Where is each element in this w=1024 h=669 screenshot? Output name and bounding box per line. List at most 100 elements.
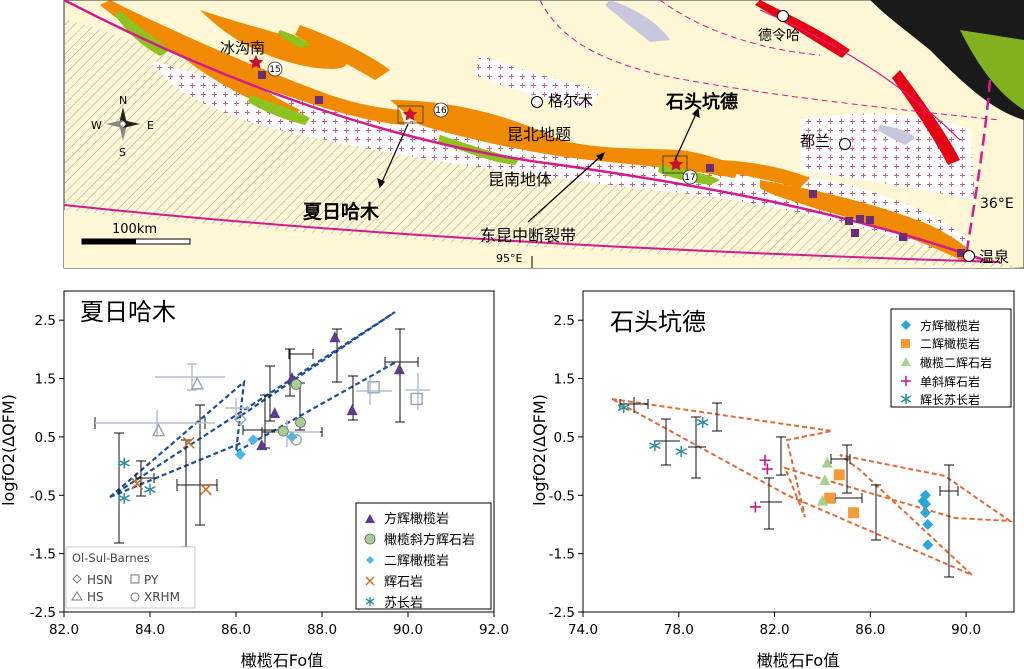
data-point	[295, 416, 306, 428]
city-marker-wenquan	[963, 250, 975, 262]
svg-text:100km: 100km	[112, 222, 157, 237]
site-number-17: 17	[682, 169, 698, 185]
error-bars	[94, 328, 419, 548]
legend-circle-icon	[364, 533, 376, 545]
data-point	[848, 507, 860, 519]
data-point	[819, 474, 831, 486]
trend-envelope-dashed	[109, 311, 397, 499]
star-icon	[668, 157, 684, 171]
svg-text:17: 17	[684, 173, 695, 183]
data-point	[759, 454, 771, 466]
data-point	[919, 507, 931, 519]
legend-open-diamond-icon	[72, 574, 82, 584]
data-point	[346, 404, 358, 416]
data-point	[290, 378, 302, 390]
svg-text:Ol-Sul-Barnes: Ol-Sul-Barnes	[72, 551, 150, 565]
data-point	[329, 331, 341, 343]
axes: 82.0 84.0 86.0 88.0 90.0 92.0 2.5 1.5 0.5 -0.5 -1.…	[30, 313, 509, 638]
x-tick-label: 90.0	[951, 622, 981, 638]
city-marker-delingha	[777, 10, 789, 22]
legend-open-circle-icon	[130, 592, 140, 602]
legend: 方辉橄榄岩 橄榄斜方辉石岩 二辉橄榄岩 辉石岩 苏长岩	[355, 502, 492, 611]
chart-title: 石头坑德	[610, 308, 706, 336]
legend-asterisk-icon	[900, 394, 912, 404]
y-tick-label: -2.5	[30, 605, 56, 621]
x-tick-label: 78.0	[664, 622, 694, 638]
svg-text:单斜辉石岩: 单斜辉石岩	[920, 374, 980, 389]
y-axis-label: logfO2(ΔQFM)	[530, 394, 549, 506]
city-marker-dulan	[839, 138, 851, 150]
x-axis-label: 橄榄石Fo值	[241, 651, 323, 669]
label-xiarihamu: 夏日哈木	[303, 200, 380, 223]
data-point	[190, 376, 204, 390]
svg-text:PY: PY	[144, 573, 159, 587]
y-tick-label: -0.5	[549, 488, 575, 504]
chart-xiarihamu: 夏日哈木 82.0 84.0 86.0 88.0 90.0 92.0 2.5 1.5 0.5 -0…	[0, 290, 509, 669]
data-point	[824, 492, 836, 504]
data-point	[182, 436, 195, 449]
trend-envelope-dashed	[611, 398, 1014, 576]
legend-open-triangle-icon	[71, 591, 83, 601]
legend-barnes: Ol-Sul-Barnes HSN PY HS XRHM	[65, 546, 196, 609]
data-point	[821, 456, 833, 468]
svg-text:HSN: HSN	[87, 573, 113, 587]
star-icon	[248, 55, 264, 69]
orange-unit	[100, 0, 405, 125]
star-icon	[402, 107, 418, 121]
x-tick-label: 74.0	[568, 622, 598, 638]
kunzhong-fault	[64, 0, 991, 264]
city-marker-geermu	[531, 96, 543, 108]
data-point	[410, 392, 423, 406]
data-points	[617, 402, 934, 551]
y-tick-label: -0.5	[30, 488, 56, 504]
legend-plus-icon	[901, 376, 911, 386]
label-lon: 95°E	[496, 252, 522, 265]
deposit-stars	[248, 55, 684, 171]
svg-text:苏长岩: 苏长岩	[384, 595, 423, 611]
label-bingougou: 冰沟南	[220, 39, 265, 57]
data-point	[247, 434, 259, 446]
kunnan-terrane-belt	[64, 18, 1024, 268]
x-axis-label: 橄榄石Fo值	[757, 651, 839, 669]
legend-square-icon	[901, 339, 910, 348]
y-axis-label: logfO2(ΔQFM)	[0, 394, 18, 506]
legend-triangle-icon	[901, 357, 911, 366]
svg-text:15: 15	[269, 65, 280, 75]
data-point	[151, 423, 166, 437]
data-point	[833, 469, 845, 481]
chart-title: 夏日哈木	[80, 298, 176, 326]
geologic-map: 15 16 17 冰沟南 格尔木 德令哈 都兰 石头坑德 昆北地题 昆南地体 夏…	[63, 0, 1024, 269]
data-point	[696, 416, 709, 428]
x-tick-label: 82.0	[49, 622, 79, 638]
data-point	[269, 407, 281, 419]
compass-rose-icon: N S W E	[91, 94, 154, 159]
svg-text:XRHM: XRHM	[144, 590, 180, 604]
svg-text:橄榄斜方辉石岩: 橄榄斜方辉石岩	[384, 532, 475, 548]
data-point	[761, 463, 773, 475]
label-wenquan: 温泉	[979, 248, 1009, 266]
label-geermu: 格尔木	[548, 92, 593, 110]
sample-squares	[258, 71, 965, 257]
legend-open-square-icon	[130, 574, 140, 584]
svg-text:16: 16	[435, 106, 447, 116]
y-tick-label: 2.5	[554, 313, 575, 329]
data-point	[816, 494, 828, 506]
data-point	[199, 483, 212, 496]
data-point	[131, 477, 144, 490]
svg-text:方辉橄榄岩: 方辉橄榄岩	[384, 511, 449, 527]
svg-text:HS: HS	[87, 590, 104, 604]
y-tick-label: -1.5	[30, 547, 56, 563]
data-point	[277, 425, 289, 437]
data-point	[118, 457, 131, 469]
label-lat: 36°E	[980, 196, 1014, 212]
y-tick-label: 1.5	[35, 372, 56, 388]
y-tick-label: 1.5	[554, 372, 575, 388]
x-tick-label: 86.0	[221, 622, 251, 638]
data-points	[118, 331, 423, 504]
data-point	[256, 439, 268, 451]
data-point	[922, 539, 934, 551]
data-point	[648, 440, 661, 452]
y-tick-label: 0.5	[554, 430, 575, 446]
y-tick-label: 2.5	[35, 313, 56, 329]
